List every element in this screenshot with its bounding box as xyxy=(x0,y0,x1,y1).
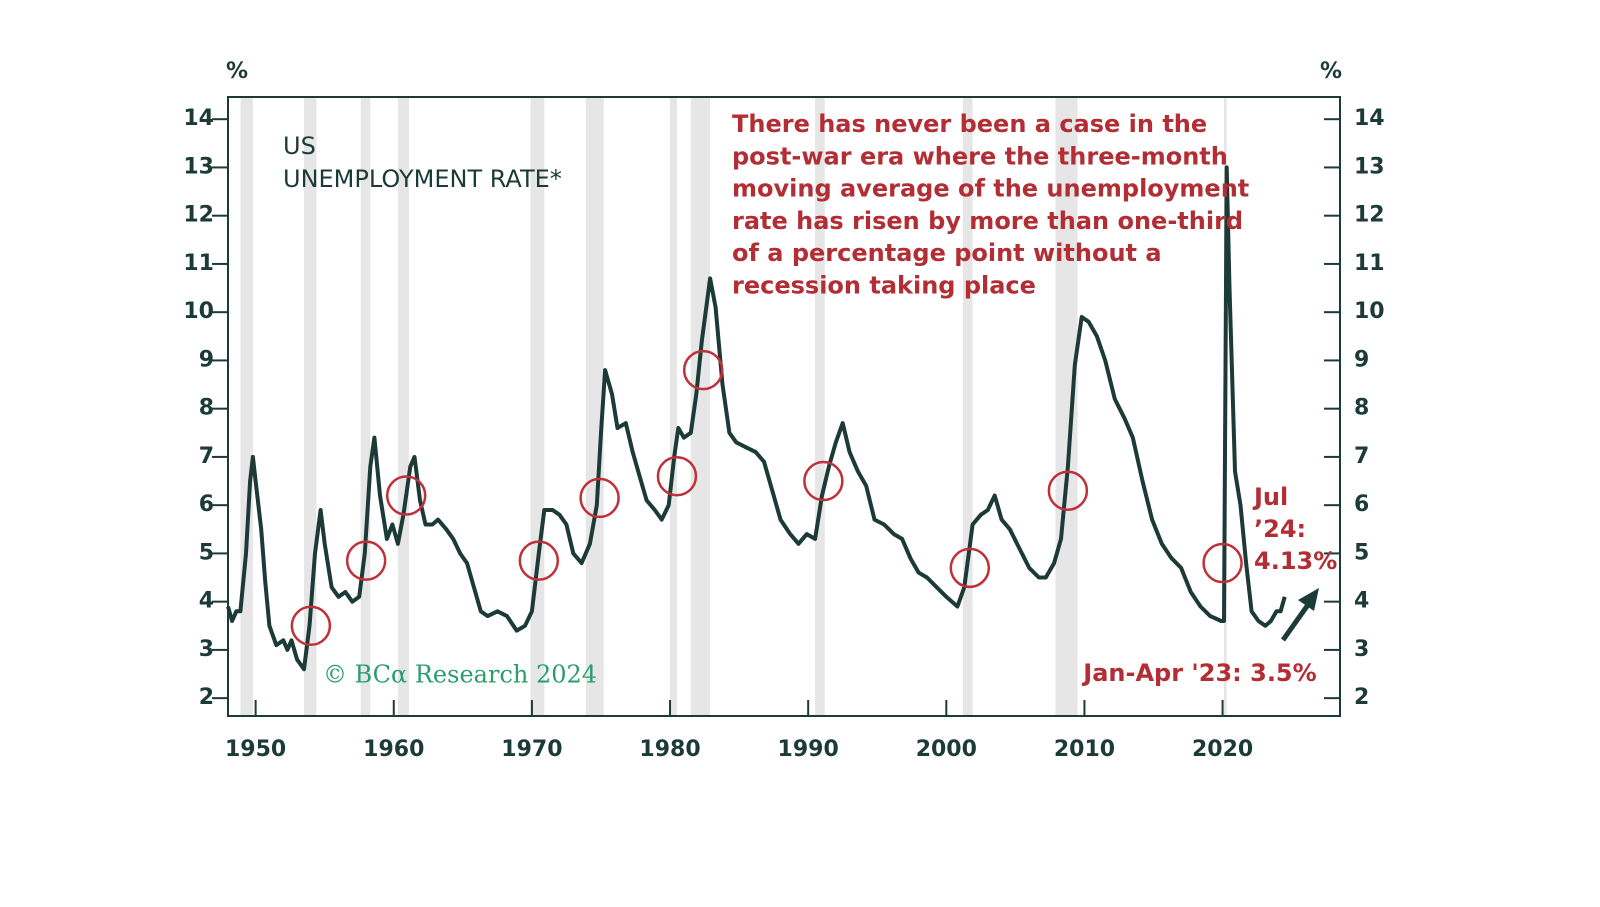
highlight-circle xyxy=(682,349,724,391)
recession-band xyxy=(397,97,409,716)
y-unit: % xyxy=(226,59,248,84)
watermark: © BCα Research 2024 xyxy=(323,661,597,689)
recession-band xyxy=(815,97,825,716)
recession-band xyxy=(240,97,253,716)
x-tick-label: 2010 xyxy=(1054,737,1115,762)
y-tick-label: 13 xyxy=(183,154,214,179)
highlight-circle xyxy=(1202,542,1243,584)
x-tick-label: 1950 xyxy=(225,737,286,762)
highlight-circle xyxy=(518,540,560,581)
y-tick-label: 4 xyxy=(199,589,214,614)
plot-frame xyxy=(227,96,1341,717)
y-tick-label: 10 xyxy=(183,299,214,324)
highlight-circle xyxy=(345,540,387,581)
highlight-circle xyxy=(290,605,332,647)
annotation: rate has risen by more than one-third xyxy=(732,207,1243,235)
y2-tick-label: 12 xyxy=(1354,203,1385,228)
arrow-head xyxy=(1298,588,1319,611)
y2-unit: % xyxy=(1320,59,1342,84)
annotation: moving average of the unemployment xyxy=(732,175,1249,203)
recession-band xyxy=(690,97,711,716)
annotation: of a percentage point without a xyxy=(732,239,1162,267)
y2-tick-label: 5 xyxy=(1354,540,1369,565)
latest-label: ’24: xyxy=(1254,515,1306,543)
y2-tick-label: 3 xyxy=(1354,637,1369,662)
y2-tick-label: 14 xyxy=(1354,106,1385,131)
unemployment-line xyxy=(226,165,1287,672)
arrow-shaft xyxy=(1280,600,1313,642)
y-tick-label: 11 xyxy=(183,251,214,276)
recession-band xyxy=(670,97,677,716)
y2-tick-label: 9 xyxy=(1354,347,1369,372)
highlight-circle xyxy=(949,547,991,589)
y-tick-label: 5 xyxy=(199,540,214,565)
y2-tick-label: 2 xyxy=(1354,685,1369,710)
y2-tick-label: 10 xyxy=(1354,299,1385,324)
x-tick-label: 1990 xyxy=(778,737,839,762)
highlight-circle xyxy=(579,477,620,519)
y-tick-label: 14 xyxy=(183,106,214,131)
recession-layer xyxy=(240,97,1227,716)
x-tick-label: 1970 xyxy=(501,737,562,762)
y2-tick-label: 13 xyxy=(1354,154,1385,179)
y-tick-label: 8 xyxy=(199,396,214,421)
recession-band xyxy=(962,97,973,716)
x-tick-label: 2020 xyxy=(1192,737,1253,762)
x-tick-label: 2000 xyxy=(916,737,977,762)
y2-tick-label: 4 xyxy=(1354,589,1369,614)
recession-band xyxy=(585,97,604,716)
annotation: There has never been a case in the xyxy=(732,110,1207,138)
low-label: Jan-Apr '23: 3.5% xyxy=(1081,659,1316,687)
y2-tick-label: 11 xyxy=(1354,251,1385,276)
highlight-circle xyxy=(1047,470,1089,511)
highlight-circle xyxy=(803,460,844,502)
mark-layer xyxy=(226,165,1287,672)
latest-label: Jul xyxy=(1252,483,1288,511)
y-tick-label: 12 xyxy=(183,203,214,228)
highlight-circle xyxy=(385,475,427,516)
chart-title: UNEMPLOYMENT RATE* xyxy=(283,165,562,193)
latest-label: 4.13% xyxy=(1254,547,1337,575)
y-tick-label: 2 xyxy=(199,685,214,710)
y2-tick-label: 8 xyxy=(1354,396,1369,421)
x-tick-label: 1980 xyxy=(639,737,700,762)
highlight-circle xyxy=(656,455,698,497)
recession-band xyxy=(530,97,545,716)
annotation: recession taking place xyxy=(732,272,1036,300)
recession-band xyxy=(1055,97,1078,716)
y2-tick-label: 6 xyxy=(1354,492,1369,517)
y-tick-label: 9 xyxy=(199,347,214,372)
y-tick-label: 3 xyxy=(199,637,214,662)
y-tick-label: 6 xyxy=(199,492,214,517)
recession-band xyxy=(360,97,371,716)
y-tick-label: 7 xyxy=(199,444,214,469)
arrow xyxy=(1280,588,1319,642)
x-tick-label: 1960 xyxy=(363,737,424,762)
chart-title: US xyxy=(283,132,316,160)
annotation: post-war era where the three-month xyxy=(732,142,1228,170)
y2-tick-label: 7 xyxy=(1354,444,1369,469)
